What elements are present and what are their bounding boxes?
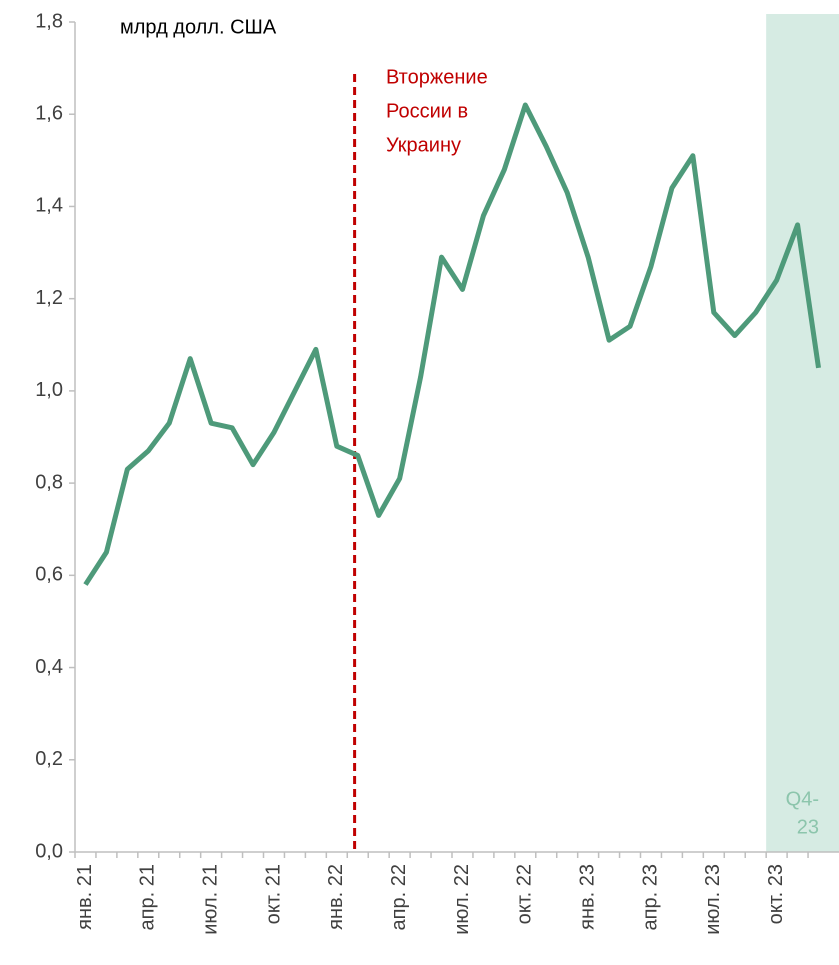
x-tick-label: апр. 22 [388, 864, 410, 930]
x-tick-label: июл. 23 [702, 864, 724, 935]
y-tick-label: 0,8 [35, 471, 63, 493]
x-tick-label: окт. 23 [765, 864, 787, 924]
x-tick-label: июл. 22 [451, 864, 473, 935]
y-tick-label: 1,6 [35, 103, 63, 125]
y-tick-label: 0,0 [35, 840, 63, 862]
x-tick-label: янв. 21 [74, 864, 96, 930]
highlight-label: Q4- [786, 788, 819, 810]
line [83, 102, 822, 586]
annotation: Вторжение [386, 66, 488, 88]
annotation: России в [386, 100, 468, 122]
unit-label: млрд долл. США [120, 16, 277, 38]
x-tick-label: окт. 21 [262, 864, 284, 924]
x-tick-label: янв. 23 [576, 864, 598, 930]
x-tick-label: янв. 22 [325, 864, 347, 930]
y-tick-label: 1,8 [35, 10, 63, 32]
y-tick-label: 1,2 [35, 287, 63, 309]
y-tick-label: 0,2 [35, 748, 63, 770]
y-tick-label: 1,0 [35, 379, 63, 401]
y-tick-label: 1,4 [35, 195, 63, 217]
x-tick-label: июл. 21 [199, 864, 221, 935]
y-tick-label: 0,6 [35, 564, 63, 586]
highlight-band [766, 14, 839, 852]
y-tick-label: 0,4 [35, 656, 63, 678]
highlight-label: 23 [797, 816, 819, 838]
x-tick-label: апр. 21 [137, 864, 159, 930]
annotation: Украину [386, 134, 461, 156]
x-tick-label: окт. 22 [514, 864, 536, 924]
x-tick-label: апр. 23 [639, 864, 661, 930]
